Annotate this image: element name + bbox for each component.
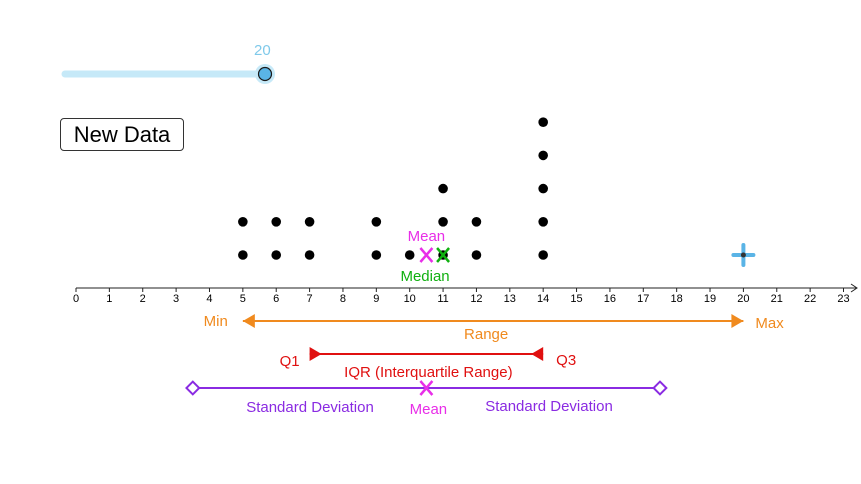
range-min-label: Min (204, 313, 228, 330)
data-dot (371, 217, 382, 227)
axis-tick-label: 9 (373, 293, 379, 305)
axis-tick-label: 18 (671, 293, 683, 305)
dot-plot-points (238, 117, 548, 260)
iqr-q3-arrow (531, 347, 544, 361)
outlier-dot (740, 252, 746, 258)
axis-tick-label: 12 (470, 293, 482, 305)
range-label: Range (464, 326, 508, 343)
data-dot (538, 183, 548, 194)
median-marker (436, 247, 451, 263)
data-dot (538, 150, 548, 161)
axis-tick-label: 5 (240, 293, 246, 305)
iqr-q3-label: Q3 (556, 352, 576, 369)
std-dev-mean-marker (419, 380, 434, 396)
data-dot (404, 250, 415, 260)
axis-tick-label: 6 (273, 293, 279, 305)
range-max-arrow (731, 314, 744, 328)
data-dot (538, 250, 548, 260)
data-dot (304, 217, 315, 227)
axis-tick-label: 17 (637, 293, 649, 305)
std-dev-right-label: Standard Deviation (485, 398, 613, 415)
std-dev-mean-label: Mean (410, 401, 448, 418)
axis-tick-label: 4 (206, 293, 212, 305)
axis-tick-label: 2 (140, 293, 146, 305)
axis-tick-label: 11 (437, 293, 448, 305)
data-dot (438, 217, 448, 227)
axis-arrow (850, 283, 858, 293)
data-dot (371, 250, 382, 260)
axis-tick-label: 14 (537, 293, 549, 305)
data-dot (271, 217, 282, 227)
iqr-label: IQR (Interquartile Range) (344, 364, 512, 381)
axis-tick-label: 13 (504, 293, 516, 305)
data-dot (438, 183, 448, 194)
range-max-label: Max (755, 315, 784, 332)
median-label: Median (400, 268, 449, 285)
data-dot (238, 250, 248, 260)
iqr-q1-arrow (309, 347, 322, 361)
mean-marker (419, 247, 434, 263)
slider-knob[interactable] (257, 66, 273, 82)
mean-label: Mean (408, 228, 446, 245)
axis-tick-label: 7 (307, 293, 313, 305)
axis-tick-label: 23 (837, 293, 849, 305)
data-dot (538, 117, 548, 127)
axis-tick-label: 3 (173, 293, 179, 305)
data-dot (271, 250, 282, 260)
data-dot (471, 250, 482, 260)
data-count-slider[interactable] (61, 64, 275, 84)
axis-tick-label: 8 (340, 293, 346, 305)
slider-value: 20 (254, 42, 271, 59)
axis-tick-label: 21 (771, 293, 783, 305)
data-dot (304, 250, 315, 260)
number-line: 0 1 2 3 4 5 6 7 8 9 10 11 12 13 14 15 16 17 18 19 20 21 22 23 (73, 283, 858, 305)
std-dev-left-label: Standard Deviation (246, 399, 374, 416)
axis-tick-label: 22 (804, 293, 816, 305)
axis-tick-label: 15 (570, 293, 582, 305)
axis-tick-label: 20 (737, 293, 749, 305)
axis-tick-label: 0 (73, 293, 79, 305)
data-dot (238, 217, 248, 227)
axis-tick-label: 1 (106, 293, 112, 305)
axis-tick-label: 10 (404, 293, 416, 305)
range-min-arrow (242, 314, 255, 328)
std-dev-high-marker (652, 380, 668, 396)
std-dev-low-marker (185, 380, 201, 396)
iqr-q1-label: Q1 (280, 353, 300, 370)
axis-tick-label: 16 (604, 293, 616, 305)
data-dot (538, 217, 548, 227)
new-data-button[interactable]: New Data (60, 118, 184, 151)
statistics-overlays: Mean Median Min Max Range Q1 Q3 IQR (Interquart… (185, 228, 784, 418)
axis-tick-label: 19 (704, 293, 716, 305)
data-dot (471, 217, 482, 227)
